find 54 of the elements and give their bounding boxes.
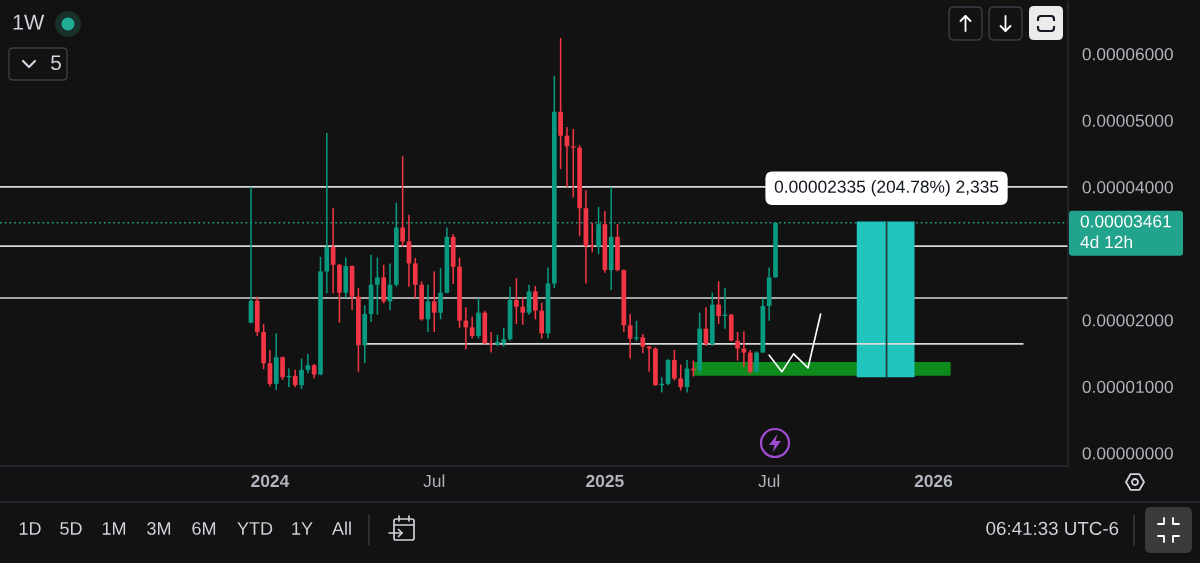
y-tick-label: 0.00004000 [1082,181,1173,194]
y-tick-label: 0.00002000 [1082,314,1173,327]
ref-line-label: 0.00003461 [1080,215,1171,228]
line-series [768,313,822,373]
candlestick [589,222,595,253]
candlestick [476,297,481,340]
y-tick-label: 0.00006000 [1082,48,1173,61]
y-tick-label: 0.00001000 [1082,380,1173,393]
candlestick [716,280,721,325]
candlestick [488,331,494,354]
candlestick [381,264,387,305]
x-tick-label: Jul [758,474,780,488]
text: 1Y [292,522,313,535]
candlestick [469,315,475,340]
y-tick-label: 0.00000000 [1082,447,1173,460]
candlestick [438,267,443,321]
x-tick-label: 2024 [251,474,290,488]
candlestick [520,296,526,326]
candlestick [754,350,759,374]
candlestick [634,319,639,343]
candlestick [412,257,418,299]
text: YTD [237,522,273,535]
chart-title: 1W [13,14,45,30]
candlestick [735,331,740,362]
candlestick [539,301,545,340]
text: 3M [147,522,171,535]
candlestick [678,363,684,392]
text: 6M [192,522,216,535]
candlestick [375,256,380,316]
text: All [332,521,351,535]
annotation: 0.00002335 (204.78%) 2,335 [774,180,999,197]
text: 1M [102,522,126,535]
candlestick [514,277,519,325]
candlestick [627,313,633,360]
y-tick-label: 0.00005000 [1082,114,1173,127]
candlestick [596,206,601,255]
x-tick-label: 2026 [914,474,953,488]
candlestick [570,128,576,199]
annotation: 5 [51,55,61,71]
x-tick-label: Jul [423,474,445,488]
text: 5D [60,522,82,535]
candlestick [305,353,311,374]
candlestick [747,349,753,375]
text: 4d 12h [1080,235,1132,249]
candlestick [299,357,304,390]
candlestick [431,270,437,333]
candlestick [400,155,405,248]
text: 06:41:33 UTC-6 [986,521,1119,536]
candlestick [640,333,646,355]
candlestick [533,285,538,321]
text: 1D [19,522,41,535]
candlestick [558,37,563,170]
candlestick [672,349,677,382]
x-tick-label: 2025 [586,474,624,488]
